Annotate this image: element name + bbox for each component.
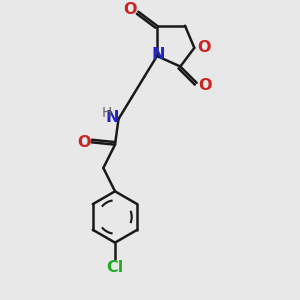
Text: H: H bbox=[101, 106, 112, 120]
Text: N: N bbox=[152, 47, 165, 62]
Text: Cl: Cl bbox=[106, 260, 124, 274]
Text: O: O bbox=[198, 78, 211, 93]
Text: O: O bbox=[77, 135, 90, 150]
Text: O: O bbox=[123, 2, 137, 17]
Text: O: O bbox=[197, 40, 210, 56]
Text: N: N bbox=[106, 110, 119, 125]
